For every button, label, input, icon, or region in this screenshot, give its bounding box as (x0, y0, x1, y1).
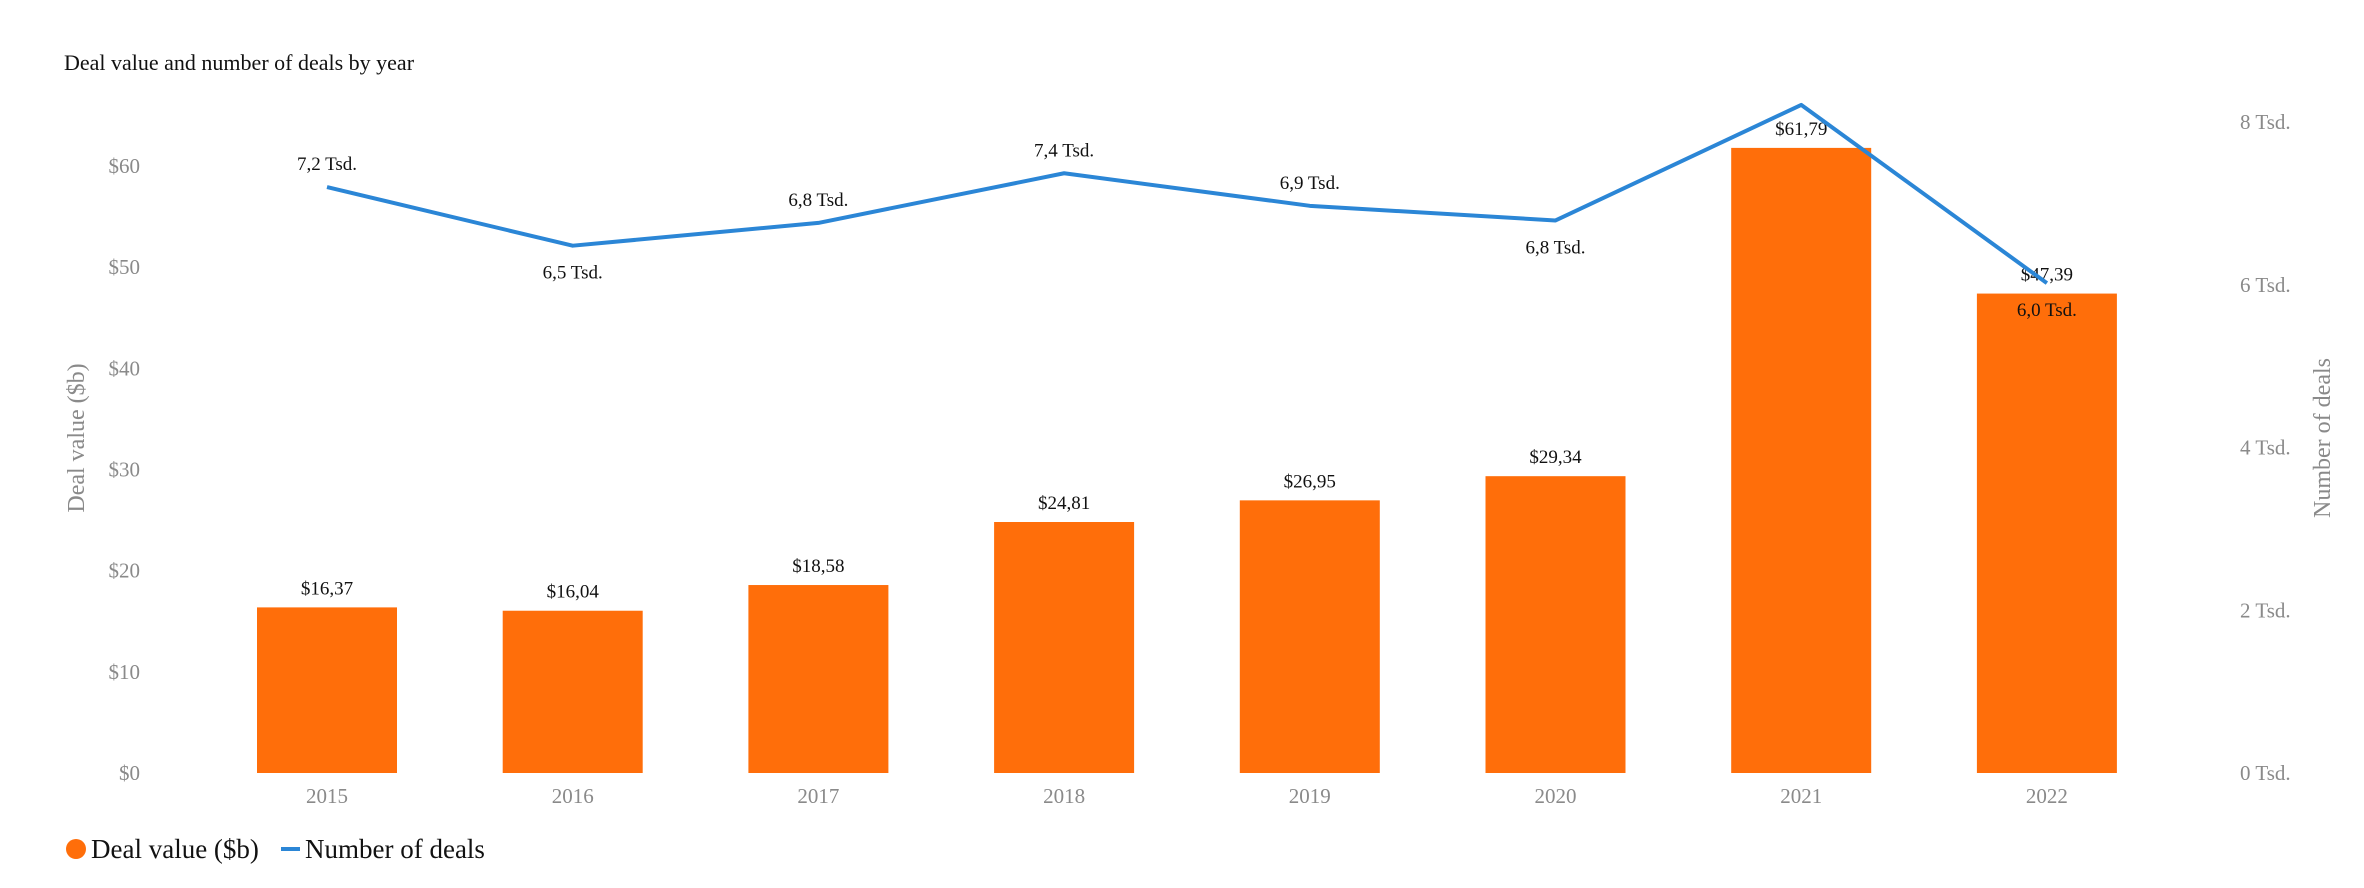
x-tick-label: 2022 (2026, 784, 2068, 808)
left-tick-label: $30 (109, 458, 141, 482)
left-tick-label: $60 (109, 154, 141, 178)
bar-value-label: $24,81 (1038, 493, 1090, 514)
legend: Deal value ($b) Number of deals (66, 834, 485, 864)
left-axis: $0 $10 $20 $30 $40 $50 $60 (109, 154, 141, 785)
chart-title: Deal value and number of deals by year (64, 50, 415, 75)
bar-value-label: $61,79 (1775, 119, 1827, 140)
bar-value-label: $29,34 (1529, 447, 1582, 468)
right-tick-label: 4 Tsd. (2240, 436, 2291, 460)
bar (994, 522, 1135, 773)
right-tick-label: 0 Tsd. (2240, 761, 2291, 785)
bar-value-label: $16,04 (547, 582, 600, 603)
x-tick-label: 2020 (1535, 784, 1577, 808)
bar-value-label: $16,37 (301, 578, 353, 599)
bar-value-label: $26,95 (1284, 471, 1336, 492)
legend-bar-label: Deal value ($b) (91, 834, 259, 864)
x-axis: 2015 2016 2017 2018 2019 2020 2021 2022 (306, 784, 2068, 808)
left-tick-label: $50 (109, 255, 141, 279)
bar (748, 585, 889, 773)
bar (257, 607, 397, 773)
legend-line-label: Number of deals (305, 834, 485, 864)
right-tick-label: 8 Tsd. (2240, 110, 2291, 134)
right-axis: 0 Tsd. 2 Tsd. 4 Tsd. 6 Tsd. 8 Tsd. (2240, 110, 2291, 785)
x-tick-label: 2016 (552, 784, 594, 808)
x-tick-label: 2017 (797, 784, 839, 808)
line-value-label: 6,9 Tsd. (1280, 173, 1340, 194)
left-tick-label: $0 (119, 761, 140, 785)
line-value-label: 6,0 Tsd. (2017, 300, 2077, 321)
left-tick-label: $20 (109, 559, 141, 583)
line-value-label: 7,2 Tsd. (297, 154, 357, 175)
legend-bar-marker (66, 839, 86, 859)
bar (1239, 500, 1380, 773)
right-axis-title: Number of deals (2310, 358, 2336, 518)
right-tick-label: 6 Tsd. (2240, 273, 2291, 297)
x-tick-label: 2018 (1043, 784, 1085, 808)
line-value-label: 7,4 Tsd. (1034, 140, 1094, 161)
bar-value-label: $47,39 (2021, 265, 2073, 286)
bar (1976, 293, 2117, 773)
left-axis-title: Deal value ($b) (64, 363, 90, 512)
line-series: 7,2 Tsd. 6,5 Tsd. 6,8 Tsd. 7,4 Tsd. 6,9 Tsd.… (297, 102, 2077, 321)
x-tick-label: 2021 (1780, 784, 1822, 808)
bar-value-label: $18,58 (792, 556, 844, 577)
line-value-label: 6,5 Tsd. (543, 263, 603, 284)
x-tick-label: 2015 (306, 784, 348, 808)
bar (1731, 147, 1872, 773)
x-tick-label: 2019 (1289, 784, 1331, 808)
bar (1485, 476, 1626, 773)
bar-series: $16,37 $16,04 $18,58 $24,81 $26,95 $29,34 $61,… (257, 119, 2117, 773)
right-tick-label: 2 Tsd. (2240, 598, 2291, 622)
left-tick-label: $40 (109, 356, 141, 380)
left-tick-label: $10 (109, 660, 141, 684)
line-path (326, 102, 2049, 285)
line-value-label: 6,8 Tsd. (788, 190, 848, 211)
bar (502, 610, 643, 773)
line-value-label: 6,8 Tsd. (1525, 237, 1585, 258)
